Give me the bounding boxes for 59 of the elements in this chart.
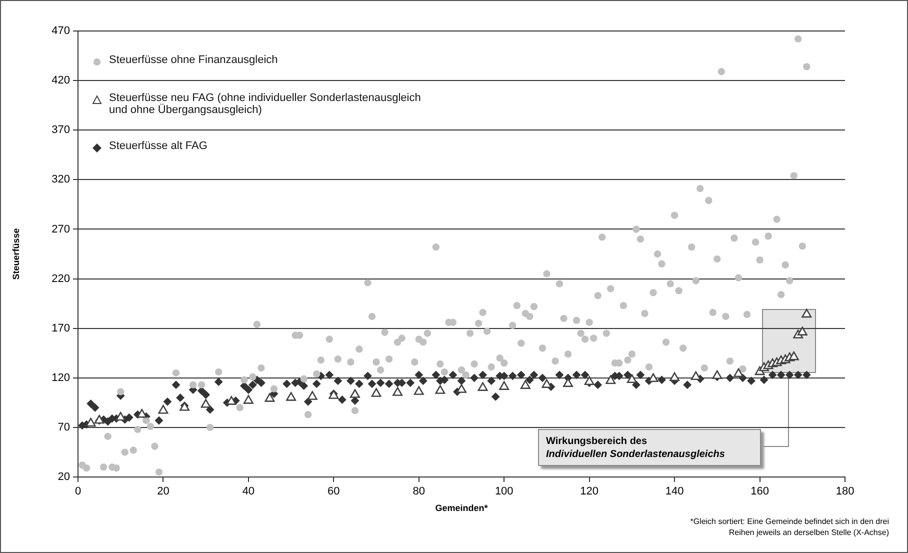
point — [606, 375, 616, 384]
point — [733, 368, 744, 378]
point — [200, 399, 211, 408]
point — [456, 384, 466, 393]
point — [690, 371, 701, 380]
point — [414, 386, 424, 395]
x-tick-label: 100 — [494, 486, 514, 498]
point — [712, 370, 722, 380]
point — [307, 391, 318, 400]
point — [286, 392, 296, 401]
x-axis-title: Gemeinden* — [435, 503, 488, 514]
point — [626, 374, 637, 384]
point — [392, 387, 403, 396]
point — [499, 381, 510, 390]
y-tick-label: 20 — [58, 471, 70, 484]
point — [797, 326, 808, 336]
y-tick-label: 420 — [52, 74, 70, 87]
y-tick-label: 220 — [52, 272, 70, 285]
x-tick-label: 140 — [665, 486, 684, 498]
point — [226, 396, 236, 405]
x-tick-label: 160 — [750, 486, 769, 498]
point — [435, 385, 446, 394]
point — [371, 388, 382, 397]
y-axis-title: Steuerfüsse — [10, 228, 21, 280]
y-tick-label: 470 — [52, 25, 70, 38]
point — [563, 378, 574, 387]
y-tick-label: 170 — [52, 322, 70, 334]
x-tick-label: 120 — [580, 486, 599, 498]
point — [243, 395, 254, 404]
text: *Gleich sortiert: Eine Gemeinde befindet sich in den drei Reihen jeweils an derselben Stelle (X-Achse) — [690, 516, 889, 538]
legend-label: Steuerfüsse alt FAG — [109, 140, 208, 152]
point — [788, 351, 799, 360]
point — [478, 382, 488, 391]
point — [542, 379, 552, 388]
y-tick-label: 70 — [58, 421, 70, 434]
point — [520, 380, 530, 389]
x-tick-label: 60 — [328, 486, 340, 498]
point — [116, 412, 126, 421]
legend-label: Steuerfüsse neu FAG (ohne individueller Sonderlastenausgleich und ohne Übergangsausgleich) — [109, 92, 421, 116]
x-tick-label: 20 — [157, 486, 170, 498]
y-tick-label: 270 — [52, 223, 70, 236]
point — [264, 393, 275, 402]
y-tick-label: 370 — [52, 124, 70, 136]
y-tick-label: 120 — [52, 372, 70, 384]
point — [584, 376, 594, 386]
point — [350, 389, 360, 398]
point — [670, 372, 680, 382]
legend-label: Steuerfüsse ohne Finanzausgleich — [109, 54, 278, 66]
annotation: Wirkungsbereich des Individuellen Sonderlastenausgleichs — [546, 435, 726, 461]
point — [158, 404, 168, 414]
x-tick-label: 80 — [412, 486, 426, 498]
point — [136, 408, 147, 418]
point — [802, 308, 812, 318]
y-tick-label: 320 — [52, 174, 70, 186]
point — [648, 373, 658, 382]
x-tick-label: 180 — [836, 486, 854, 498]
x-tick-label: 0 — [74, 486, 82, 498]
point — [86, 418, 96, 427]
x-tick-label: 40 — [242, 486, 255, 498]
